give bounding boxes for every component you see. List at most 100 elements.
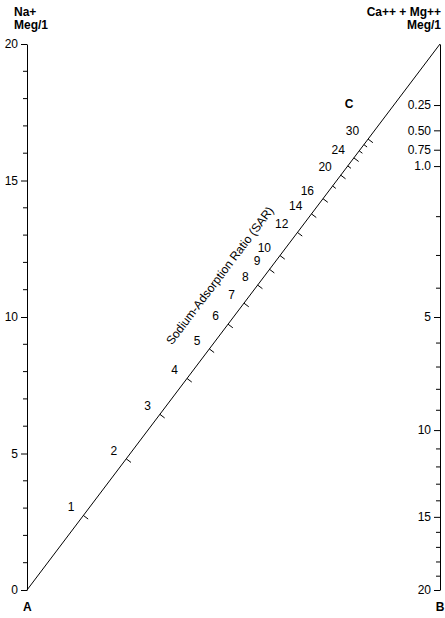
tick: 20 bbox=[5, 37, 27, 51]
minor-tick bbox=[23, 235, 27, 236]
sar-tick-label: 16 bbox=[301, 184, 315, 198]
sar-tick bbox=[209, 349, 214, 353]
minor-tick bbox=[436, 532, 440, 533]
minor-tick bbox=[436, 484, 440, 485]
sar-tick-label: 24 bbox=[332, 143, 346, 157]
minor-tick bbox=[436, 466, 440, 467]
tick: 5 bbox=[11, 447, 27, 461]
sar-tick bbox=[280, 256, 285, 260]
sar-tick bbox=[228, 324, 233, 328]
minor-tick bbox=[23, 508, 27, 509]
sar-tick bbox=[311, 214, 316, 218]
sar-tick bbox=[126, 459, 131, 463]
point-label: B bbox=[436, 600, 445, 614]
sar-tick-label: 5 bbox=[194, 334, 201, 348]
tick-mark bbox=[434, 590, 440, 591]
sar-tick-label: 9 bbox=[254, 254, 261, 268]
sar-tick bbox=[83, 515, 88, 519]
minor-tick bbox=[23, 207, 27, 208]
minor-tick bbox=[436, 561, 440, 562]
sar-tick bbox=[270, 269, 275, 273]
sar-scale-line bbox=[27, 44, 440, 590]
tick-label: 20 bbox=[5, 37, 19, 51]
right-axis-line bbox=[440, 45, 441, 591]
minor-tick bbox=[436, 448, 440, 449]
sar-tick-label: 7 bbox=[228, 288, 235, 302]
minor-tick bbox=[23, 71, 27, 72]
sar-tick bbox=[323, 199, 328, 203]
tick: 20 bbox=[418, 583, 440, 597]
sar-tick bbox=[354, 158, 359, 162]
tick: 10 bbox=[418, 423, 440, 437]
tick-label: 1.0 bbox=[414, 159, 431, 173]
tick-mark bbox=[434, 430, 440, 431]
minor-tick bbox=[23, 344, 27, 345]
tick-label: 0.25 bbox=[408, 98, 432, 112]
tick-label: 20 bbox=[418, 583, 432, 597]
minor-tick bbox=[23, 98, 27, 99]
tick-mark bbox=[434, 517, 440, 518]
tick-mark bbox=[21, 454, 27, 455]
point-label: C bbox=[345, 97, 354, 111]
tick: 10 bbox=[5, 310, 27, 324]
minor-tick bbox=[436, 288, 440, 289]
tick-label: 5 bbox=[11, 447, 18, 461]
sar-tick bbox=[258, 285, 263, 289]
sar-tick-label: 12 bbox=[275, 217, 289, 231]
sar-tick bbox=[187, 378, 192, 382]
minor-tick bbox=[436, 576, 440, 577]
tick-mark bbox=[21, 590, 27, 591]
tick: 15 bbox=[418, 510, 440, 524]
right-axis-title: Ca++ + Mg++ bbox=[367, 5, 441, 19]
tick-label: 10 bbox=[5, 310, 19, 324]
tick-label: 15 bbox=[418, 510, 432, 524]
sar-tick bbox=[160, 414, 165, 418]
left-axis-title: Meg/1 bbox=[14, 18, 48, 32]
minor-tick bbox=[436, 255, 440, 256]
tick-label: 0.50 bbox=[408, 124, 432, 138]
minor-tick bbox=[436, 367, 440, 368]
minor-tick bbox=[23, 398, 27, 399]
tick-mark bbox=[434, 105, 440, 106]
sar-label: Sodium-Adsorption Ratio (SAR) bbox=[163, 204, 276, 348]
minor-tick bbox=[23, 125, 27, 126]
tick: 0.50 bbox=[408, 124, 440, 138]
tick-label: 0.75 bbox=[408, 143, 432, 157]
sar-tick-label: 4 bbox=[171, 363, 178, 377]
tick: 1.0 bbox=[414, 159, 440, 173]
sar-tick-label: 20 bbox=[318, 160, 332, 174]
minor-tick bbox=[23, 371, 27, 372]
tick-label: 10 bbox=[418, 423, 432, 437]
minor-tick bbox=[23, 562, 27, 563]
tick-mark bbox=[21, 181, 27, 182]
sar-minor-tick bbox=[359, 151, 362, 153]
minor-tick bbox=[436, 216, 440, 217]
sar-tick bbox=[368, 139, 373, 143]
nomogram: 051015200.250.500.751.051015201234567891… bbox=[0, 0, 445, 618]
sar-tick-label: 2 bbox=[111, 444, 118, 458]
tick-mark bbox=[434, 166, 440, 167]
tick: 0.25 bbox=[408, 98, 440, 112]
tick-label: 0 bbox=[11, 583, 18, 597]
minor-tick bbox=[436, 389, 440, 390]
left-axis: 0 5 10 15 20 bbox=[5, 37, 28, 597]
minor-tick bbox=[436, 343, 440, 344]
minor-tick bbox=[23, 535, 27, 536]
minor-tick bbox=[23, 153, 27, 154]
tick-label: 15 bbox=[5, 174, 19, 188]
minor-tick bbox=[23, 480, 27, 481]
right-axis: 0.25 0.50 0.75 1.0 5 10 15 20 bbox=[408, 45, 441, 598]
tick: 15 bbox=[5, 174, 27, 188]
minor-tick bbox=[23, 426, 27, 427]
sar-tick-label: 3 bbox=[144, 399, 151, 413]
sar-minor-tick bbox=[333, 186, 336, 188]
sar-tick-label: 14 bbox=[289, 199, 303, 213]
left-axis-title: Na+ bbox=[14, 5, 36, 19]
tick: 0 bbox=[11, 583, 27, 597]
sar-minor-tick bbox=[364, 145, 367, 147]
tick: 5 bbox=[424, 310, 440, 324]
sar-tick bbox=[297, 232, 302, 236]
tick-mark bbox=[21, 44, 27, 45]
sar-tick bbox=[341, 175, 346, 179]
minor-tick bbox=[436, 500, 440, 501]
